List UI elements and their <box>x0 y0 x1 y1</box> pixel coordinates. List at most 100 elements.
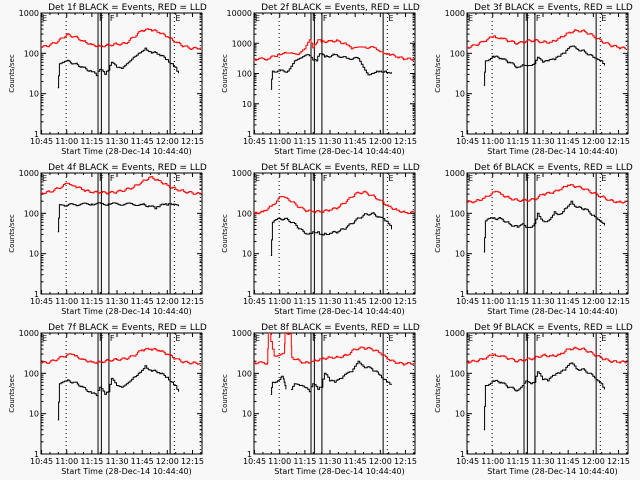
x-axis-label: Start Time (28-Dec-14 10:44:40) <box>274 467 405 476</box>
y-tick-label: 1000 <box>445 329 465 338</box>
x-tick-label: 12:15 <box>394 297 417 306</box>
plot-frame <box>466 12 629 135</box>
x-tick-label: 11:45 <box>557 137 580 146</box>
x-axis-label: Start Time (28-Dec-14 10:44:40) <box>61 467 192 476</box>
detector-panel-3: Det 3f BLACK = Events, RED = LLD 1 10 100 10… <box>426 0 639 160</box>
x-tick-label: 11:30 <box>318 457 341 466</box>
plot-frame <box>253 172 416 295</box>
x-tick-label: 12:00 <box>582 297 605 306</box>
y-tick-label: 1 <box>34 290 39 299</box>
lld-series-line <box>254 39 414 61</box>
x-tick-label: 11:00 <box>268 297 291 306</box>
chart-title: Det 9f BLACK = Events, RED = LLD <box>474 323 633 333</box>
x-tick-label: 12:00 <box>582 457 605 466</box>
x-tick-label: 11:45 <box>557 457 580 466</box>
y-axis-label: Counts/sec <box>434 54 442 93</box>
y-axis-label: Counts/sec <box>434 214 442 253</box>
marker-label: F <box>323 174 328 183</box>
y-tick-label: 10 <box>29 90 39 99</box>
chart-title: Det 2f BLACK = Events, RED = LLD <box>261 3 420 13</box>
lld-series-line <box>41 176 201 195</box>
y-tick-label: 10 <box>455 410 465 419</box>
x-tick-label: 12:00 <box>369 137 392 146</box>
x-tick-label: 11:30 <box>105 297 128 306</box>
y-tick-label: 1000 <box>232 39 252 48</box>
eclipse-marker-label: E <box>255 14 260 23</box>
y-tick-label: 1000 <box>19 329 39 338</box>
x-tick-label: 12:00 <box>582 137 605 146</box>
x-tick-label: 11:15 <box>80 457 103 466</box>
plot-frame <box>40 172 203 295</box>
x-axis-label: Start Time (28-Dec-14 10:44:40) <box>487 467 618 476</box>
x-tick-label: 10:45 <box>243 457 266 466</box>
lld-series-line <box>467 29 627 50</box>
x-tick-label: 11:30 <box>531 457 554 466</box>
y-tick-label: 1000 <box>445 169 465 178</box>
events-series-line <box>483 200 605 253</box>
x-tick-label: 11:15 <box>293 457 316 466</box>
y-tick-label: 100 <box>450 369 465 378</box>
plot-frame <box>466 172 629 295</box>
events-series-line <box>483 45 605 86</box>
eclipse-marker-label: E <box>175 14 180 23</box>
x-tick-label: 11:45 <box>131 457 154 466</box>
x-tick-label: 11:30 <box>105 457 128 466</box>
x-tick-label: 12:15 <box>394 457 417 466</box>
x-tick-label: 11:00 <box>268 457 291 466</box>
x-tick-label: 11:45 <box>344 137 367 146</box>
x-tick-label: 11:45 <box>131 137 154 146</box>
marker-label: F <box>536 14 541 23</box>
marker-label: F <box>536 334 541 343</box>
y-tick-label: 1000 <box>232 169 252 178</box>
x-tick-label: 11:00 <box>55 137 78 146</box>
detector-panel-2: Det 2f BLACK = Events, RED = LLD 1 10 100 10… <box>213 0 426 160</box>
plot-frame <box>40 12 203 135</box>
chart-title: Det 4f BLACK = Events, RED = LLD <box>48 163 207 173</box>
x-tick-label: 10:45 <box>30 297 53 306</box>
x-tick-label: 11:30 <box>318 137 341 146</box>
detector-panel-1: Det 1f BLACK = Events, RED = LLD 1 10 100 10… <box>0 0 213 160</box>
x-tick-label: 10:45 <box>456 457 479 466</box>
y-axis-label: Counts/sec <box>8 214 16 253</box>
x-tick-label: 12:15 <box>607 297 630 306</box>
events-series-line <box>270 53 392 90</box>
y-tick-label: 100 <box>24 49 39 58</box>
eclipse-marker-label: E <box>601 14 606 23</box>
x-tick-label: 11:30 <box>531 297 554 306</box>
y-tick-label: 10 <box>455 90 465 99</box>
detector-panel-5: Det 5f BLACK = Events, RED = LLD 1 10 100 10… <box>213 160 426 320</box>
eclipse-marker-label: E <box>601 174 606 183</box>
chart-svg: Det 9f BLACK = Events, RED = LLD 1 10 100 10… <box>434 323 633 476</box>
y-tick-label: 10 <box>455 250 465 259</box>
y-axis-label: Counts/sec <box>434 374 442 413</box>
eclipse-marker-label: E <box>468 334 473 343</box>
x-tick-label: 11:15 <box>80 297 103 306</box>
y-tick-label: 100 <box>237 369 252 378</box>
x-axis-label: Start Time (28-Dec-14 10:44:40) <box>61 147 192 156</box>
y-tick-label: 10 <box>29 250 39 259</box>
y-tick-label: 10 <box>242 100 252 109</box>
y-tick-label: 1000 <box>445 9 465 18</box>
x-tick-label: 10:45 <box>456 297 479 306</box>
eclipse-marker-label: E <box>468 174 473 183</box>
eclipse-marker-label: E <box>601 334 606 343</box>
x-tick-label: 12:15 <box>607 457 630 466</box>
chart-svg: Det 2f BLACK = Events, RED = LLD 1 10 100 10… <box>221 3 420 156</box>
marker-label: F <box>110 14 115 23</box>
x-tick-label: 11:15 <box>506 457 529 466</box>
detector-panel-7: Det 7f BLACK = Events, RED = LLD 1 10 100 10… <box>0 320 213 480</box>
y-tick-label: 10 <box>242 410 252 419</box>
y-tick-label: 100 <box>24 369 39 378</box>
x-tick-label: 12:15 <box>181 137 204 146</box>
x-tick-label: 11:45 <box>557 297 580 306</box>
x-axis-label: Start Time (28-Dec-14 10:44:40) <box>61 307 192 316</box>
eclipse-marker-label: E <box>42 174 47 183</box>
x-tick-label: 12:15 <box>394 137 417 146</box>
marker-label: F <box>323 14 328 23</box>
lld-series-line <box>254 333 414 366</box>
y-tick-label: 1 <box>247 450 252 459</box>
lld-series-line <box>41 28 201 50</box>
events-series-line <box>270 375 287 395</box>
x-tick-label: 11:00 <box>55 297 78 306</box>
y-axis-label: Counts/sec <box>8 54 16 93</box>
